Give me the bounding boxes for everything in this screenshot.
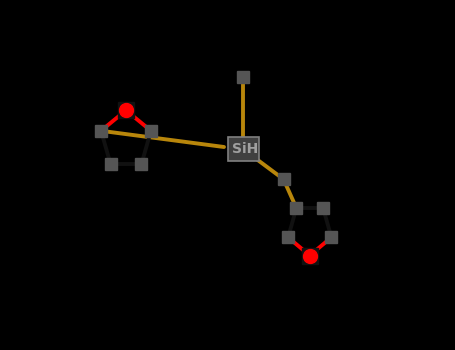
Text: SiH: SiH (232, 142, 258, 156)
Bar (228, 136, 259, 161)
